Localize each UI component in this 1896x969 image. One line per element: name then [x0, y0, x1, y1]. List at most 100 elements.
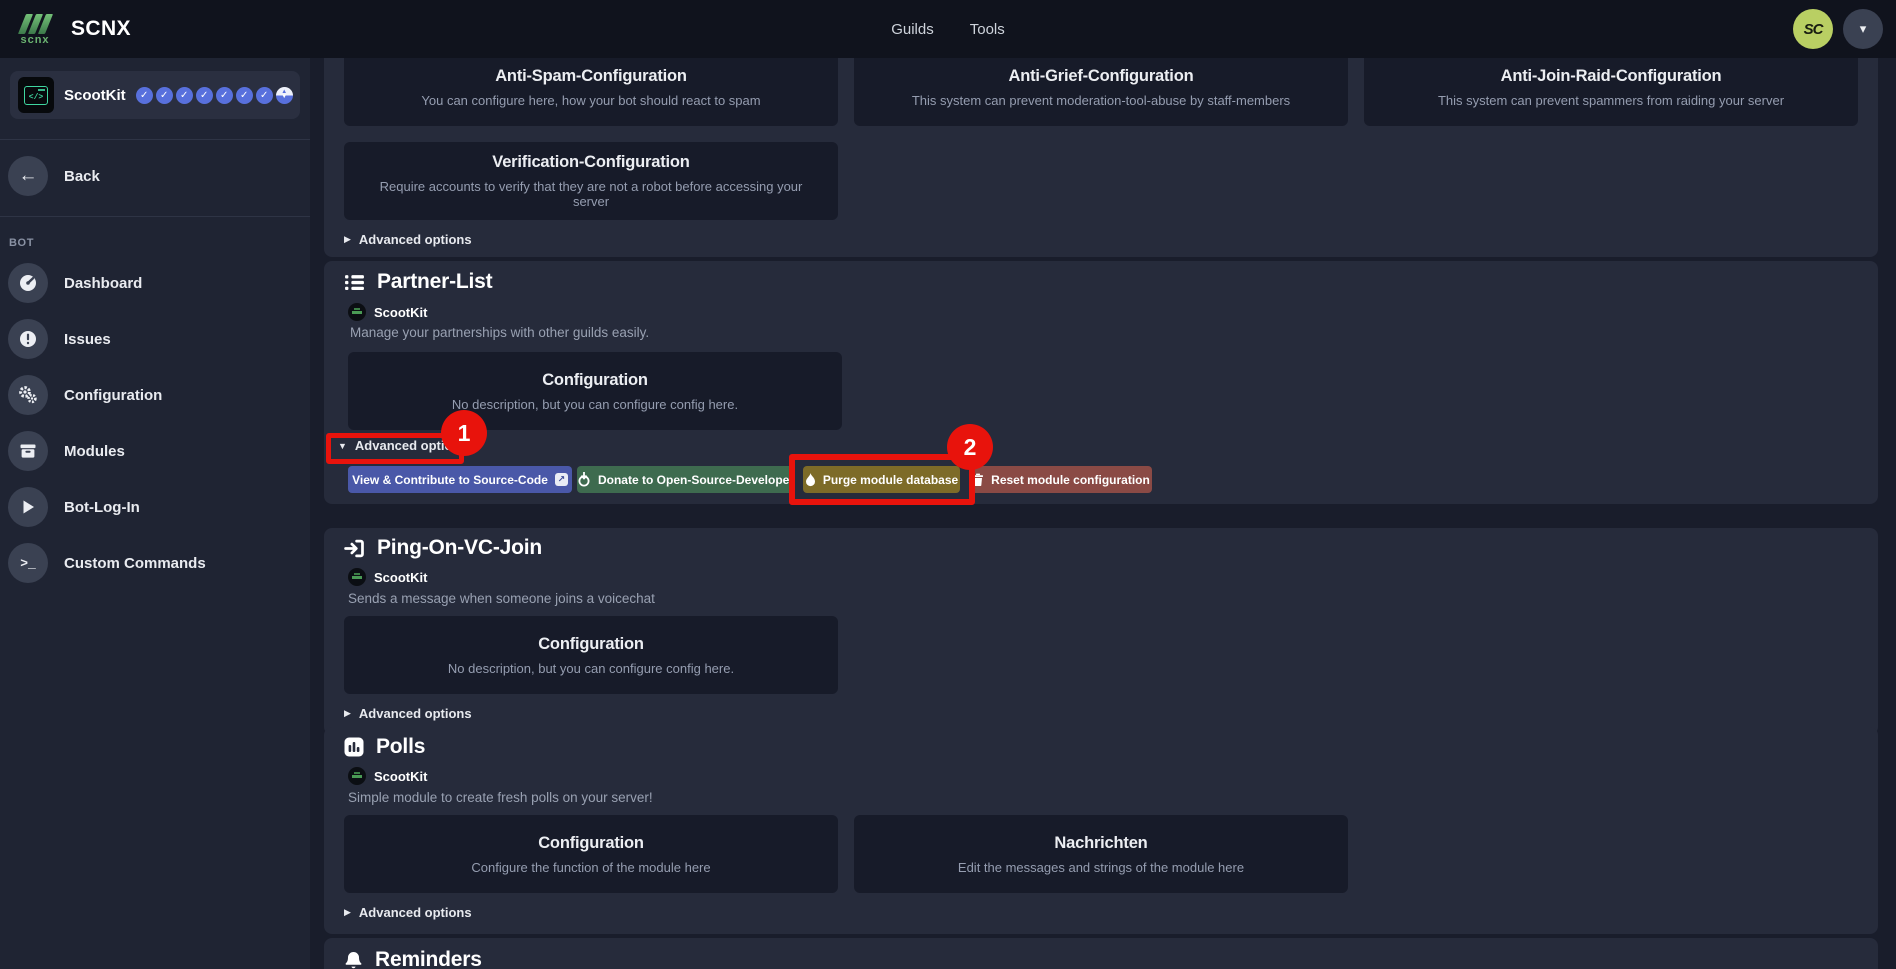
section-desc: Manage your partnerships with other guil…	[350, 325, 650, 340]
back-button[interactable]: ← Back	[8, 156, 310, 196]
annotation-badge-2: 2	[947, 424, 993, 470]
box-archive-icon	[8, 431, 48, 471]
chevron-down-icon: ▾	[1859, 21, 1867, 36]
section-ping-on-vc-join: Ping-On-VC-Join ScootKit Sends a message…	[324, 528, 1878, 735]
module-owner-row: ScootKit	[348, 303, 427, 321]
exclamation-circle-icon	[8, 319, 48, 359]
verified-badge-icon: ✓	[155, 86, 173, 104]
server-card[interactable]: </> ScootKit ✓ ✓ ✓ ✓ ✓ ✓ ✓ ▲ ▼	[10, 71, 300, 119]
card-title: Anti-Join-Raid-Configuration	[1500, 66, 1722, 85]
anti-spam-config-card[interactable]: Anti-Spam-Configuration You can configur…	[344, 48, 838, 126]
verified-badge-icon: ✓	[235, 86, 253, 104]
ping-config-card[interactable]: Configuration No description, but you ca…	[344, 616, 838, 694]
sidebar-section-label: BOT	[9, 237, 35, 249]
section-partner-list: Partner-List ScootKit Manage your partne…	[324, 261, 1878, 504]
triangle-right-icon: ▶	[344, 234, 351, 244]
advanced-options-toggle[interactable]: ▶ Advanced options	[344, 706, 472, 721]
purge-database-button[interactable]: Purge module database	[803, 466, 960, 493]
sidebar-menu: Dashboard Issues	[8, 263, 310, 583]
user-avatar[interactable]: SC	[1793, 9, 1833, 49]
scootkit-avatar	[348, 568, 366, 586]
section-desc: Simple module to create fresh polls on y…	[348, 790, 653, 805]
gauge-icon	[8, 263, 48, 303]
module-owner-row: ScootKit	[348, 767, 1858, 785]
card-desc: You can configure here, how your bot sho…	[421, 92, 761, 108]
sidebar-item-bot-log-in[interactable]: Bot-Log-In	[8, 487, 310, 527]
card-title: Nachrichten	[1054, 833, 1148, 852]
card-title: Verification-Configuration	[492, 153, 690, 171]
section-title: Partner-List	[344, 270, 493, 294]
scootkit-avatar	[348, 303, 366, 321]
polls-messages-card[interactable]: Nachrichten Edit the messages and string…	[854, 815, 1348, 893]
sidebar: </> ScootKit ✓ ✓ ✓ ✓ ✓ ✓ ✓ ▲ ▼ ← Back BOT	[0, 58, 310, 969]
section-desc: Sends a message when someone joins a voi…	[348, 591, 655, 606]
gears-icon	[8, 375, 48, 415]
partner-list-config-card[interactable]: Configuration No description, but you ca…	[348, 352, 842, 430]
card-desc: No description, but you can configure co…	[447, 660, 735, 676]
brand-title: SCNX	[71, 17, 131, 40]
verified-badge-icon: ✓	[135, 86, 153, 104]
bell-icon	[344, 950, 363, 969]
nav-right: SC ▾	[1793, 9, 1883, 49]
sidebar-item-custom-commands[interactable]: >_ Custom Commands	[8, 543, 310, 583]
scnx-logo-icon: scnx	[14, 12, 56, 46]
polls-config-card[interactable]: Configuration Configure the function of …	[344, 815, 838, 893]
verified-badge-icon: ✓	[215, 86, 233, 104]
card-desc: This system can prevent spammers from ra…	[1437, 92, 1785, 108]
divider	[0, 139, 310, 140]
card-desc: Configure the function of the module her…	[471, 859, 711, 875]
module-cards-grid: Configuration No description, but you ca…	[344, 616, 1858, 694]
annotation-badge-1: 1	[441, 410, 487, 456]
view-source-code-button[interactable]: View & Contribute to Source-Code ↗	[348, 466, 572, 493]
scootkit-avatar	[348, 767, 366, 785]
enter-bracket-icon	[344, 538, 365, 559]
sidebar-item-dashboard[interactable]: Dashboard	[8, 263, 310, 303]
terminal-icon: >_	[8, 543, 48, 583]
section-title: Polls	[344, 735, 1858, 759]
card-title: Configuration	[538, 833, 644, 852]
list-icon	[344, 272, 365, 293]
advanced-options-toggle[interactable]: ▶ Advanced options	[344, 232, 472, 247]
verified-badge-icon: ✓	[195, 86, 213, 104]
top-navbar: scnx SCNX Guilds Tools SC ▾	[0, 0, 1896, 58]
sidebar-item-issues[interactable]: Issues	[8, 319, 310, 359]
external-link-icon: ↗	[554, 473, 568, 486]
module-cards-grid: Configuration Configure the function of …	[344, 815, 1858, 893]
verification-config-card[interactable]: Verification-Configuration Require accou…	[344, 142, 838, 220]
advanced-options-toggle[interactable]: ▶ Advanced options	[344, 905, 472, 920]
anti-join-raid-config-card[interactable]: Anti-Join-Raid-Configuration This system…	[1364, 48, 1858, 126]
card-title: Configuration	[542, 370, 648, 389]
fire-icon	[805, 472, 816, 487]
main-content: Anti-Spam-Configuration You can configur…	[310, 0, 1896, 969]
sidebar-item-modules[interactable]: Modules	[8, 431, 310, 471]
module-owner-row: ScootKit	[348, 568, 1858, 586]
user-menu-button[interactable]: ▾	[1843, 9, 1883, 49]
triangle-down-icon: ▼	[338, 440, 347, 451]
poll-chart-icon	[344, 737, 364, 757]
trash-icon	[972, 473, 984, 486]
card-title: Configuration	[538, 634, 644, 653]
donate-icon	[577, 472, 591, 487]
arrow-left-icon: ←	[8, 156, 48, 196]
nav-link-guilds[interactable]: Guilds	[891, 20, 934, 38]
verified-badge-icon: ✓	[175, 86, 193, 104]
divider	[0, 216, 310, 217]
reset-module-button[interactable]: Reset module configuration	[970, 466, 1152, 493]
nav-link-tools[interactable]: Tools	[969, 20, 1005, 38]
brand[interactable]: scnx SCNX	[14, 12, 131, 46]
section-polls: Polls ScootKit Simple module to create f…	[324, 727, 1878, 934]
section-title: Reminders	[344, 948, 1858, 969]
module-cards-grid: Anti-Spam-Configuration You can configur…	[344, 48, 1858, 220]
server-name: ScootKit	[64, 86, 126, 104]
anti-grief-config-card[interactable]: Anti-Grief-Configuration This system can…	[854, 48, 1348, 126]
play-icon	[8, 487, 48, 527]
server-badges: ✓ ✓ ✓ ✓ ✓ ✓ ✓ ▲ ▼	[135, 86, 293, 104]
card-desc: This system can prevent moderation-tool-…	[911, 92, 1291, 108]
advanced-options-toggle-expanded[interactable]: ▼ Advanced options	[338, 438, 468, 453]
card-desc: Require accounts to verify that they are…	[379, 179, 803, 209]
triangle-right-icon: ▶	[344, 708, 351, 718]
sidebar-item-configuration[interactable]: Configuration	[8, 375, 310, 415]
donate-button[interactable]: Donate to Open-Source-Developer	[577, 466, 794, 493]
card-title: Anti-Grief-Configuration	[1008, 66, 1194, 85]
